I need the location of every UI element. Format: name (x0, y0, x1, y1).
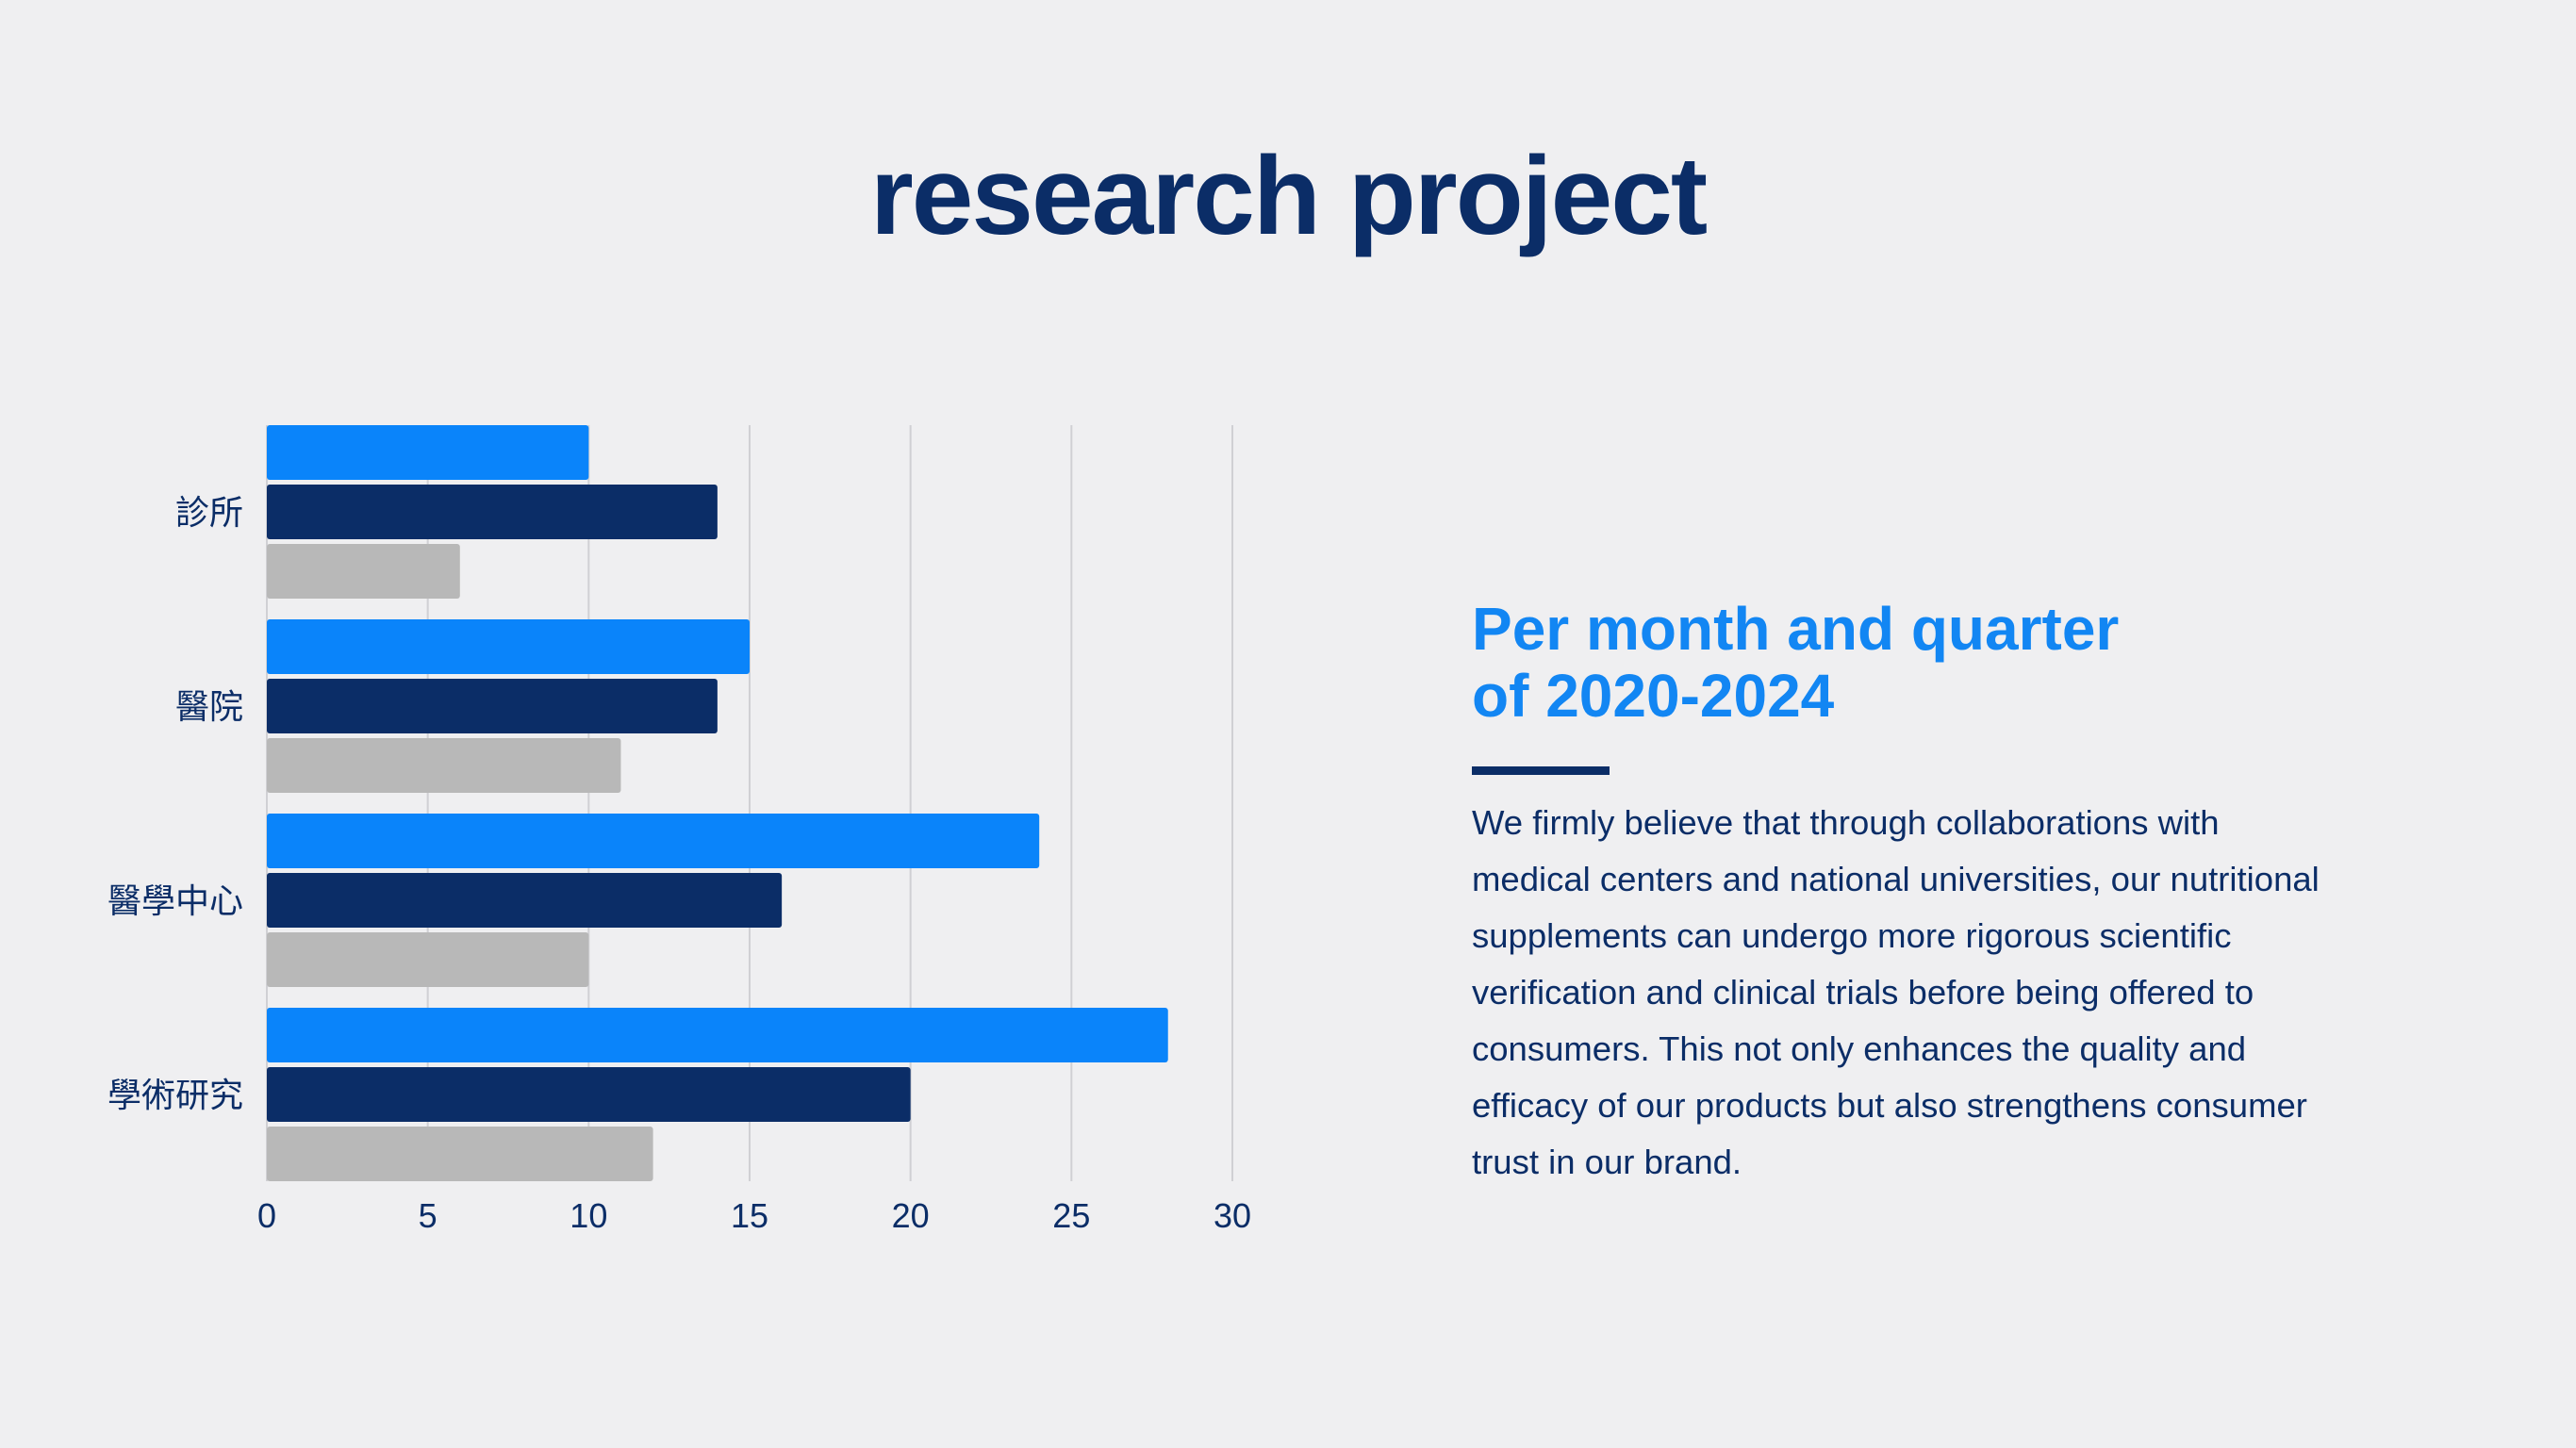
x-tick-label: 20 (892, 1196, 930, 1235)
category-label: 醫院 (175, 688, 243, 727)
bar (267, 814, 1040, 868)
body-line: medical centers and national universitie… (1472, 860, 2320, 898)
bar (267, 679, 718, 733)
body-paragraph: We firmly believe that through collabora… (1472, 795, 2415, 1191)
bar (267, 544, 460, 599)
bar (267, 485, 718, 539)
bar (267, 1008, 1168, 1062)
subtitle-line-2: of 2020-2024 (1472, 662, 1835, 730)
x-tick-label: 10 (570, 1196, 607, 1235)
bar (267, 873, 783, 928)
divider (1472, 766, 1610, 775)
subtitle: Per month and quarter of 2020-2024 (1472, 596, 2415, 730)
body-line: supplements can undergo more rigorous sc… (1472, 916, 2232, 955)
category-label: 醫學中心 (107, 882, 243, 921)
body-line: consumers. This not only enhances the qu… (1472, 1029, 2247, 1068)
bar (267, 932, 589, 987)
subtitle-line-1: Per month and quarter (1472, 595, 2120, 663)
body-line: verification and clinical trials before … (1472, 973, 2254, 1012)
bar (267, 1127, 653, 1181)
x-tick-label: 0 (257, 1196, 276, 1235)
bars (267, 425, 1168, 1181)
body-line: We firmly believe that through collabora… (1472, 803, 2220, 842)
bar (267, 619, 750, 674)
page-title: research project (869, 134, 1708, 258)
x-tick-label: 30 (1214, 1196, 1251, 1235)
bar (267, 425, 589, 480)
body-line: trust in our brand. (1472, 1143, 1742, 1181)
body-line: efficacy of our products but also streng… (1472, 1086, 2307, 1125)
category-label: 學術研究 (107, 1077, 243, 1115)
category-label: 診所 (175, 494, 243, 533)
x-tick-label: 5 (419, 1196, 438, 1235)
bar (267, 738, 621, 793)
x-tick-label: 15 (731, 1196, 768, 1235)
bar (267, 1067, 911, 1122)
x-tick-label: 25 (1052, 1196, 1090, 1235)
